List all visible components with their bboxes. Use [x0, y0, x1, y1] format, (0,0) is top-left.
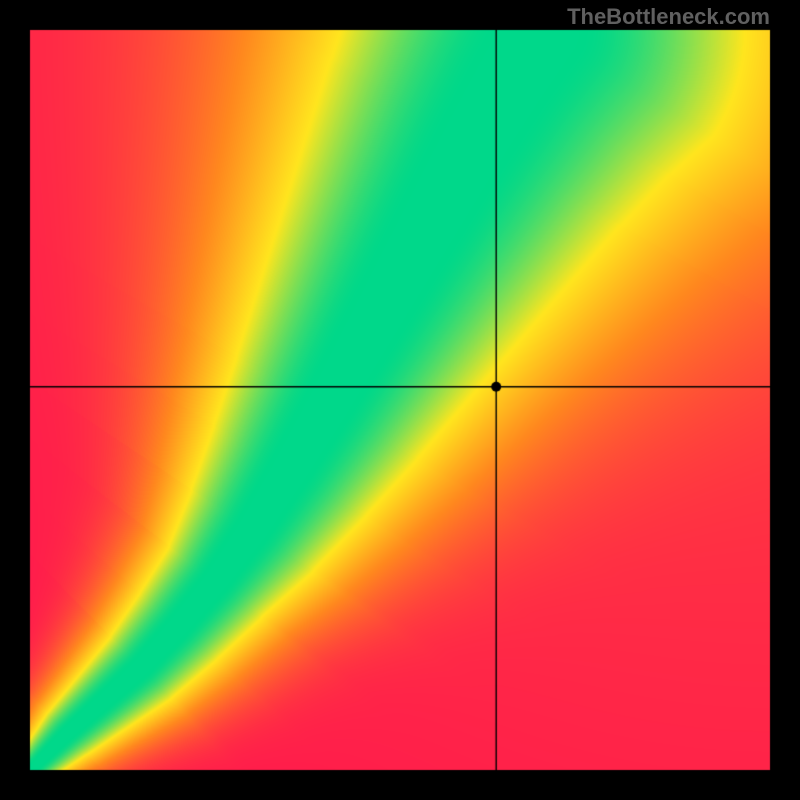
- watermark-text: TheBottleneck.com: [567, 4, 770, 30]
- heatmap-canvas: [0, 0, 800, 800]
- chart-container: TheBottleneck.com: [0, 0, 800, 800]
